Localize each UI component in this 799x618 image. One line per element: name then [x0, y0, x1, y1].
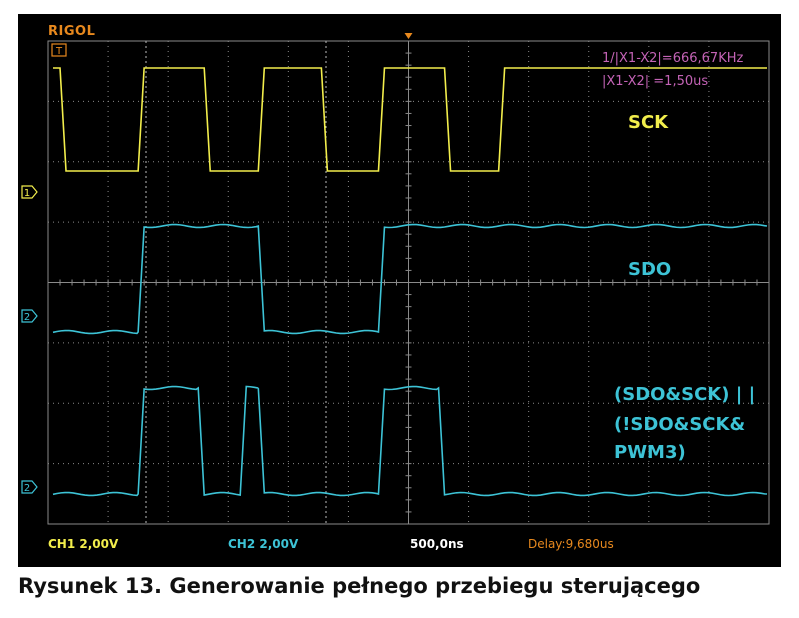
sck-trace [53, 67, 767, 172]
channel-marker-3 [21, 480, 38, 494]
trigger-box-label: T [55, 46, 63, 57]
output-signal-label-line2: (!SDO&SCK& [614, 414, 746, 435]
waveform-traces [52, 67, 768, 497]
brand-logo: RIGOL [48, 24, 96, 39]
trigger-box-icon [51, 43, 67, 57]
sdo-trace [52, 223, 768, 335]
cursor-delta-readout: |X1-X2| =1,50us [602, 74, 709, 89]
channel-marker-2 [21, 309, 38, 323]
oscilloscope-screen: 1 2 2 T RIGOL 1/|X1-X2|=666,67KHz |X1-X2| =… [18, 14, 781, 567]
sck-signal-label: SCK [628, 112, 669, 133]
sdo-signal-label: SDO [628, 259, 672, 280]
ch2-scale-readout: CH2 2,00V [228, 537, 299, 551]
channel-marker-1 [21, 185, 38, 199]
figure-caption: Rysunek 13. Generowanie pełnego przebieg… [18, 574, 701, 598]
ch1-scale-readout: CH1 2,00V [48, 537, 119, 551]
delay-readout: Delay:9,680us [528, 537, 614, 551]
channel-markers: 1 2 2 T [21, 43, 67, 494]
output-signal-label-line1: (SDO&SCK) | | [614, 384, 756, 405]
trigger-position-marker [404, 33, 413, 39]
output-trace [52, 385, 768, 497]
cursor-lines [145, 33, 413, 524]
output-signal-label-line3: PWM3) [614, 442, 686, 463]
graticule-grid [47, 40, 770, 525]
oscilloscope-display: 1 2 2 T [21, 33, 770, 525]
cursor-frequency-readout: 1/|X1-X2|=666,67KHz [602, 51, 744, 66]
channel-marker-label: 2 [24, 312, 30, 323]
channel-marker-label: 2 [24, 483, 30, 494]
channel-marker-label: 1 [24, 188, 30, 199]
timebase-readout: 500,0ns [410, 537, 464, 551]
